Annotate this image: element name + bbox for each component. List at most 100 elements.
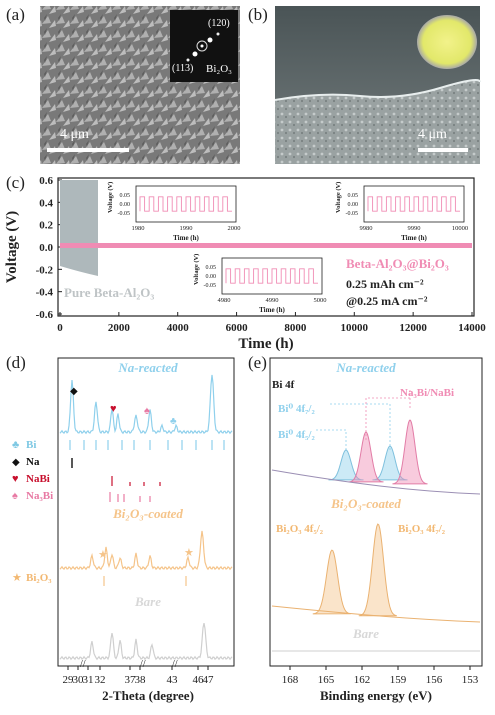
xps-xtick-4: 156 <box>426 674 443 686</box>
xrd-xtick-6: 43 <box>167 674 179 686</box>
label-bi2o3-4f72: Bi₂O₃ 4f₇/₂ <box>398 523 446 535</box>
axis-break-3: // <box>172 659 178 670</box>
cycling-xlabel: Time (h) <box>238 336 293 352</box>
xrd-xtick-7: 46 <box>193 674 205 686</box>
leader-bi0-72 <box>330 403 391 450</box>
legend-bi-symbol: ♣ <box>12 439 19 451</box>
saed-inset <box>170 10 238 82</box>
panel-letter-b: (b) <box>248 5 268 24</box>
xps-peak-bi0-52 <box>328 449 364 481</box>
label-bi2o3-4f52: Bi₂O₃ 4f₅/₂ <box>276 523 324 535</box>
scale-bar-b <box>418 148 468 152</box>
legend-na-symbol: ◆ <box>12 457 20 468</box>
xrd-legend: ♣ Bi ◆ Na ♥ NaBi ♠ Na₃Bi ★ Bi₂O₃ <box>12 439 53 584</box>
marker-nabi: ♥ <box>110 403 117 415</box>
inset2-xtick-2: 5000 <box>314 297 327 304</box>
legend-bi-label: Bi <box>26 439 36 451</box>
inset3-ylabel: Voltage (V) <box>335 182 342 213</box>
sem-image-a: (120) (113) Bi₂O₃ 4 μm <box>40 6 240 164</box>
xrd-trace-na-reacted <box>59 374 233 435</box>
inset1-xlabel: Time (h) <box>173 234 199 242</box>
scale-bar-label-b: 4 μm <box>418 127 447 142</box>
axis-break-1: // <box>80 659 86 670</box>
panel-letter-c: (c) <box>6 173 25 192</box>
xps-peak-na3bi-2 <box>392 419 428 485</box>
axis-break-2: // <box>140 659 146 670</box>
cycling-xtick-2: 4000 <box>167 322 190 334</box>
xrd-trace-bare <box>59 622 233 661</box>
cycling-ytick-5: -0.4 <box>36 287 54 299</box>
inset1-ytick-0: 0.05 <box>120 193 131 199</box>
inset3-xtick-2: 10000 <box>452 225 468 232</box>
scale-bar-a <box>47 148 129 152</box>
marker-na3bi: ♠ <box>144 405 150 417</box>
label-bi0-4f72: Bi⁰ 4f₇/₂ <box>278 403 315 415</box>
label-coated-beta: Beta-Al₂O₃@Bi₂O₃ <box>346 256 449 271</box>
inset1-ylabel: Voltage (V) <box>107 182 114 213</box>
coin-photo <box>417 15 477 69</box>
inset-4980-5000: Voltage (V) 0.05 0.00 -0.05 4980 4990 50… <box>193 254 327 314</box>
cycling-ylabel: Voltage (V) <box>4 211 20 283</box>
inset2-ylabel: Voltage (V) <box>193 254 200 285</box>
xps-peak-bi2o3-52 <box>312 549 351 615</box>
xrd-frame <box>57 357 235 667</box>
label-pure-beta: Pure Beta-Al₂O₃ <box>64 285 154 300</box>
marker-bi2o3-1: ★ <box>98 549 108 561</box>
cycling-xtick-3: 6000 <box>226 322 249 334</box>
xps-xtick-5: 153 <box>462 674 479 686</box>
inset1-ytick-1: 0.00 <box>120 202 131 208</box>
xrd-trace-coated <box>59 530 233 571</box>
inset-1980-2000: Voltage (V) 0.05 0.00 -0.05 1980 1990 20… <box>107 182 241 242</box>
inset3-xtick-1: 9990 <box>408 225 421 232</box>
legend-bi2o3-symbol: ★ <box>12 572 22 584</box>
inset3-ytick-0: 0.05 <box>348 193 359 199</box>
label-current: @0.25 mA cm⁻² <box>346 294 428 308</box>
inset1-xtick-2: 2000 <box>228 225 241 232</box>
marker-na: ◆ <box>70 386 78 397</box>
xps-xtick-1: 165 <box>318 674 335 686</box>
inset2-xtick-0: 4980 <box>218 297 231 304</box>
xps-xtick-2: 162 <box>354 674 371 686</box>
inset3-ytick-2: -0.05 <box>346 211 359 217</box>
xrd-xtick-1: 30 <box>73 674 85 686</box>
panel-letter-d: (d) <box>6 353 26 372</box>
xrd-label-na-reacted: Na-reacted <box>117 360 178 375</box>
xps-envelope-na <box>271 469 481 495</box>
xps-chart: Na-reacted Bi 4f Na₃Bi/NaBi Bi⁰ 4f₇/₂ Bi… <box>269 357 483 703</box>
xps-core-level: Bi 4f <box>272 379 295 391</box>
xps-frame <box>269 357 483 667</box>
cycling-ytick-3: 0.0 <box>39 242 53 254</box>
inset3-xtick-0: 9980 <box>360 225 373 232</box>
cycling-ytick-1: 0.4 <box>39 197 53 209</box>
xrd-xtick-8: 47 <box>203 674 215 686</box>
inset3-xlabel: Time (h) <box>401 234 427 242</box>
inset2-ytick-0: 0.05 <box>206 265 217 271</box>
inset2-ytick-1: 0.00 <box>206 274 217 280</box>
xps-peak-na3bi-1 <box>348 431 384 483</box>
panel-letter-a: (a) <box>6 5 25 24</box>
label-bi0-4f52: Bi⁰ 4f₅/₂ <box>278 429 315 441</box>
xps-label-coated: Bi₂O₃-coated <box>330 496 401 511</box>
inset2-xtick-1: 4990 <box>266 297 279 304</box>
xrd-xtick-5: 38 <box>135 674 147 686</box>
xps-envelope-coated <box>271 605 481 623</box>
inset3-ytick-1: 0.00 <box>348 202 359 208</box>
legend-nabi-symbol: ♥ <box>12 473 19 485</box>
cycling-xtick-0: 0 <box>57 322 63 334</box>
label-na3bi-nabi: Na₃Bi/NaBi <box>400 387 454 399</box>
legend-na3bi-label: Na₃Bi <box>26 490 53 502</box>
cycling-xtick-7: 14000 <box>458 322 486 334</box>
xps-label-na-reacted: Na-reacted <box>335 360 396 375</box>
xrd-chart: Na-reacted Bi₂O₃-coated Bare ◆ ♥ ♠ ♣ ★ ★… <box>12 357 235 703</box>
leader-bi0-52 <box>316 429 347 452</box>
inset1-xtick-0: 1980 <box>132 225 145 232</box>
legend-na-label: Na <box>26 456 40 468</box>
leader-na3bi-1 <box>365 390 411 440</box>
xrd-label-coated: Bi₂O₃-coated <box>112 506 183 521</box>
xrd-xtick-3: 32 <box>95 674 106 686</box>
legend-na3bi-symbol: ♠ <box>12 490 18 502</box>
xrd-xtick-0: 29 <box>63 674 75 686</box>
cycling-xtick-4: 8000 <box>284 322 307 334</box>
saed-label-120: (120) <box>208 18 230 29</box>
